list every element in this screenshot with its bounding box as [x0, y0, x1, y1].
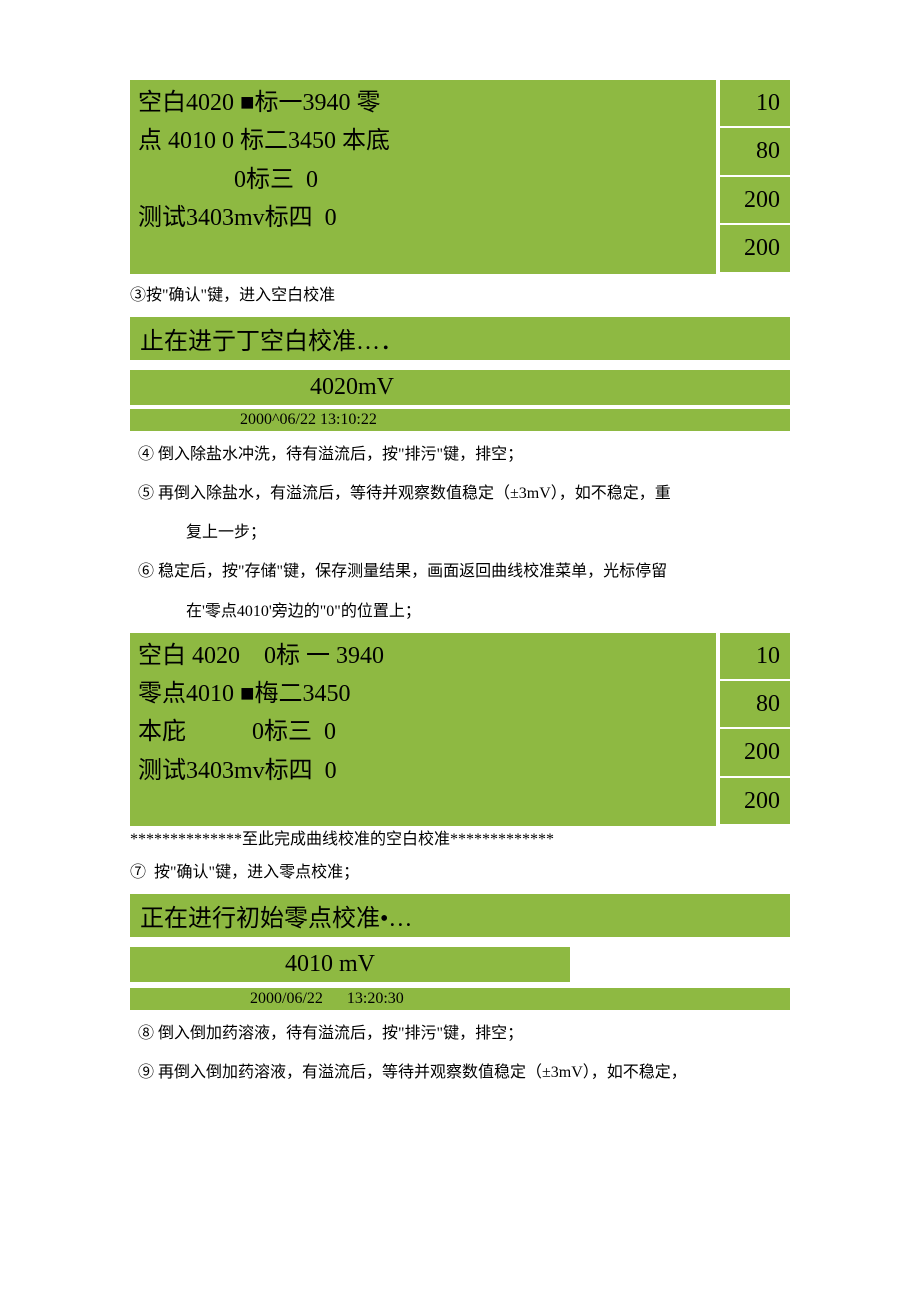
timestamp-2: 2000/06/22 13:20:30: [130, 988, 790, 1010]
step-6b-text: 在'零点4010'旁边的"0"的位置上；: [130, 594, 790, 629]
display-1-side-0: 10: [720, 80, 790, 126]
display-1-line-3: 测试3403mv标四 0: [138, 199, 708, 237]
display-1-side: 10 80 200 200: [720, 80, 790, 274]
display-2-side-1: 80: [720, 681, 790, 727]
display-1-line-2: 0标三 0: [138, 161, 708, 199]
display-2-main: 空白 4020 0标 一 3940 零点4010 ■梅二3450 本庇 0标三 …: [130, 633, 716, 827]
calibration-display-1: 空白4020 ■标一3940 零 点 4010 0 标二3450 本底 0标三 …: [130, 80, 790, 274]
timestamp-1: 2000^06/22 13:10:22: [130, 409, 790, 431]
display-1-line-0: 空白4020 ■标一3940 零: [138, 84, 708, 122]
display-1-side-1: 80: [720, 128, 790, 174]
display-2-side: 10 80 200 200: [720, 633, 790, 827]
mv-readout-2: 4010 mV: [130, 947, 570, 982]
step-5a-text: ⑤ 再倒入除盐水，有溢流后，等待并观察数值稳定（±3mV），如不稳定，重: [130, 476, 790, 511]
display-2-line-2: 本庇 0标三 0: [138, 713, 708, 751]
display-1-line-1: 点 4010 0 标二3450 本底: [138, 122, 708, 160]
step-9-text: ⑨ 再倒入倒加药溶液，有溢流后，等待并观察数值稳定（±3mV），如不稳定，: [130, 1055, 790, 1090]
separator-text: **************至此完成曲线校准的空白校准*************: [130, 830, 790, 851]
step-6a-text: ⑥ 稳定后，按"存储"键，保存测量结果，画面返回曲线校准菜单，光标停留: [130, 554, 790, 589]
display-1-main: 空白4020 ■标一3940 零 点 4010 0 标二3450 本底 0标三 …: [130, 80, 716, 274]
step-5b-text: 复上一步；: [130, 515, 790, 550]
status-bar-1: 止在进亍丁空白校准…．: [130, 317, 790, 360]
mv-readout-1: 4020mV: [130, 370, 790, 405]
display-2-side-0: 10: [720, 633, 790, 679]
step-7-text: ⑦ 按"确认"键，进入零点校准；: [130, 855, 790, 890]
display-2-side-3: 200: [720, 778, 790, 824]
display-1-side-2: 200: [720, 177, 790, 223]
step-3-text: ③按"确认"键，进入空白校准: [130, 278, 790, 313]
display-2-line-0: 空白 4020 0标 一 3940: [138, 637, 708, 675]
step-8-text: ⑧ 倒入倒加药溶液，待有溢流后，按"排污"键，排空；: [130, 1016, 790, 1051]
display-2-line-3: 测试3403mv标四 0: [138, 752, 708, 790]
display-1-side-3: 200: [720, 225, 790, 271]
step-4-text: ④ 倒入除盐水冲洗，待有溢流后，按"排污"键，排空；: [130, 437, 790, 472]
status-bar-2: 正在进行初始零点校准•…: [130, 894, 790, 937]
display-2-line-1: 零点4010 ■梅二3450: [138, 675, 708, 713]
calibration-display-2: 空白 4020 0标 一 3940 零点4010 ■梅二3450 本庇 0标三 …: [130, 633, 790, 827]
display-2-side-2: 200: [720, 729, 790, 775]
